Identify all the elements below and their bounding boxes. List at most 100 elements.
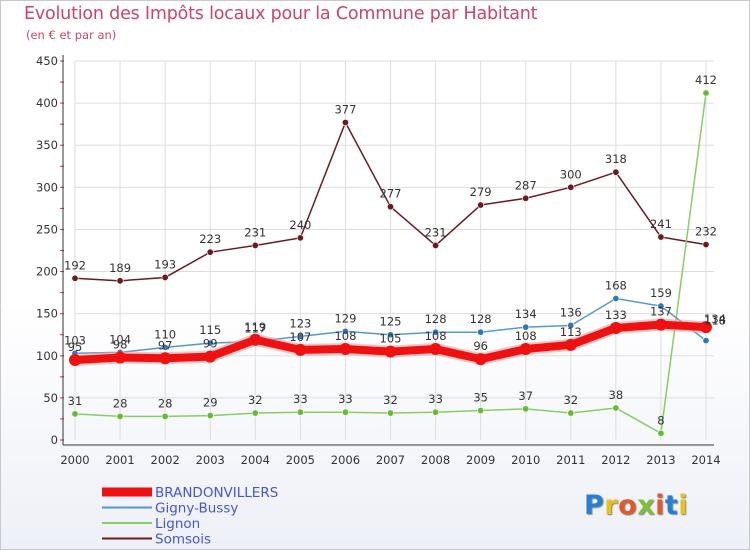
data-label-lignon-2000: 31: [68, 394, 83, 408]
y-tick-label: 200: [36, 265, 58, 279]
data-label-gigny-bussy-2007: 125: [380, 315, 402, 329]
data-label-brandonvillers-2006: 108: [334, 329, 356, 343]
data-label-gigny-bussy-2002: 110: [154, 327, 176, 341]
point-lignon-2003: [206, 412, 214, 420]
x-tick-label: 2011: [556, 453, 585, 467]
data-label-gigny-bussy-2008: 128: [425, 312, 447, 326]
y-tick-label: 300: [36, 180, 58, 194]
point-somsois-2012: [612, 168, 620, 176]
point-brandonvillers-2003: [204, 350, 217, 363]
data-label-brandonvillers-2007: 105: [380, 332, 402, 346]
data-label-somsois-2012: 318: [605, 152, 627, 166]
point-somsois-2005: [296, 234, 304, 242]
point-somsois-2002: [161, 273, 169, 281]
x-tick-label: 2002: [151, 453, 180, 467]
data-label-brandonvillers-2001: 98: [113, 337, 128, 351]
data-label-somsois-2001: 189: [109, 261, 131, 275]
point-lignon-2004: [251, 409, 259, 417]
point-gigny-bussy-2005: [296, 332, 304, 340]
data-label-gigny-bussy-2014: 118: [704, 314, 726, 328]
point-somsois-2000: [71, 274, 79, 282]
logo-letter-2: o: [618, 490, 638, 521]
data-label-lignon-2014: 412: [695, 73, 717, 87]
data-label-brandonvillers-2010: 108: [515, 329, 537, 343]
y-tick-label: 400: [36, 96, 58, 110]
point-somsois-2006: [341, 118, 349, 126]
data-label-brandonvillers-2008: 108: [425, 329, 447, 343]
point-lignon-2010: [522, 405, 530, 413]
x-tick-label: 2009: [466, 453, 495, 467]
y-tick-label: 350: [36, 138, 58, 152]
data-label-brandonvillers-2003: 99: [203, 337, 218, 351]
point-lignon-2005: [296, 408, 304, 416]
data-label-lignon-2002: 28: [158, 396, 173, 410]
legend-label-lignon: Lignon: [155, 516, 200, 532]
point-gigny-bussy-2006: [341, 327, 349, 335]
data-label-lignon-2003: 29: [203, 396, 218, 410]
x-tick-label: 2000: [60, 453, 89, 467]
x-tick-label: 2013: [646, 453, 675, 467]
data-label-lignon-2009: 35: [473, 391, 488, 405]
point-lignon-2006: [341, 408, 349, 416]
logo-letter-4: i: [655, 490, 665, 521]
logo-letter-1: r: [604, 490, 619, 521]
x-tick-label: 2006: [331, 453, 360, 467]
logo-letter-3: x: [637, 490, 656, 521]
point-lignon-2008: [432, 408, 440, 416]
point-brandonvillers-2007: [384, 345, 397, 358]
series: [69, 89, 712, 437]
data-label-brandonvillers-2002: 97: [158, 338, 173, 352]
x-tick-label: 2001: [105, 453, 134, 467]
point-brandonvillers-2014: [700, 321, 712, 334]
data-label-lignon-2006: 33: [338, 392, 353, 406]
data-label-brandonvillers-2012: 133: [605, 308, 627, 322]
data-label-gigny-bussy-2009: 128: [470, 312, 492, 326]
y-tick-label: 100: [36, 349, 58, 363]
point-lignon-2011: [567, 409, 575, 417]
point-somsois-2014: [702, 241, 710, 249]
point-somsois-2004: [251, 241, 259, 249]
data-label-somsois-2002: 193: [154, 257, 176, 271]
data-label-brandonvillers-2011: 113: [560, 325, 582, 339]
logo-letter-5: t: [664, 490, 679, 521]
data-label-somsois-2007: 277: [380, 187, 402, 201]
point-somsois-2009: [477, 201, 485, 209]
x-tick-label: 2005: [286, 453, 315, 467]
data-label-lignon-2013: 8: [657, 413, 664, 427]
grid: [74, 60, 714, 440]
point-lignon-2002: [161, 412, 169, 420]
data-label-lignon-2001: 28: [113, 396, 128, 410]
data-label-gigny-bussy-2012: 168: [605, 279, 627, 293]
data-label-brandonvillers-2014: 134: [704, 312, 726, 326]
data-label-somsois-2013: 241: [650, 217, 672, 231]
data-label-gigny-bussy-2004: 117: [244, 321, 266, 335]
data-label-gigny-bussy-2005: 123: [289, 316, 311, 330]
point-brandonvillers-2006: [339, 343, 352, 356]
point-brandonvillers-2001: [114, 351, 127, 364]
data-label-lignon-2008: 33: [428, 392, 443, 406]
y-tick-label: 0: [51, 433, 58, 447]
x-tick-label: 2003: [196, 453, 225, 467]
point-somsois-2010: [522, 194, 530, 202]
legend-label-gigny-bussy: Gigny-Bussy: [155, 501, 238, 517]
logo-letter-0: P: [584, 490, 605, 521]
data-label-brandonvillers-2013: 137: [650, 305, 672, 319]
data-label-brandonvillers-2005: 107: [289, 330, 311, 344]
data-label-somsois-2008: 231: [425, 225, 447, 239]
x-tick-label: 2007: [376, 453, 405, 467]
point-gigny-bussy-2014: [702, 337, 710, 345]
point-brandonvillers-2009: [474, 353, 487, 366]
y-tick-label: 50: [43, 391, 58, 405]
point-gigny-bussy-2012: [612, 295, 620, 303]
point-brandonvillers-2008: [429, 343, 442, 356]
y-tick-label: 150: [36, 307, 58, 321]
data-label-brandonvillers-2004: 119: [244, 320, 266, 334]
chart-title: Evolution des Impôts locaux pour la Comm…: [24, 4, 538, 24]
data-label-somsois-2009: 279: [470, 185, 492, 199]
point-somsois-2008: [432, 241, 440, 249]
data-label-somsois-2000: 192: [64, 258, 86, 272]
data-label-somsois-2005: 240: [289, 218, 311, 232]
data-label-gigny-bussy-2011: 136: [560, 305, 582, 319]
